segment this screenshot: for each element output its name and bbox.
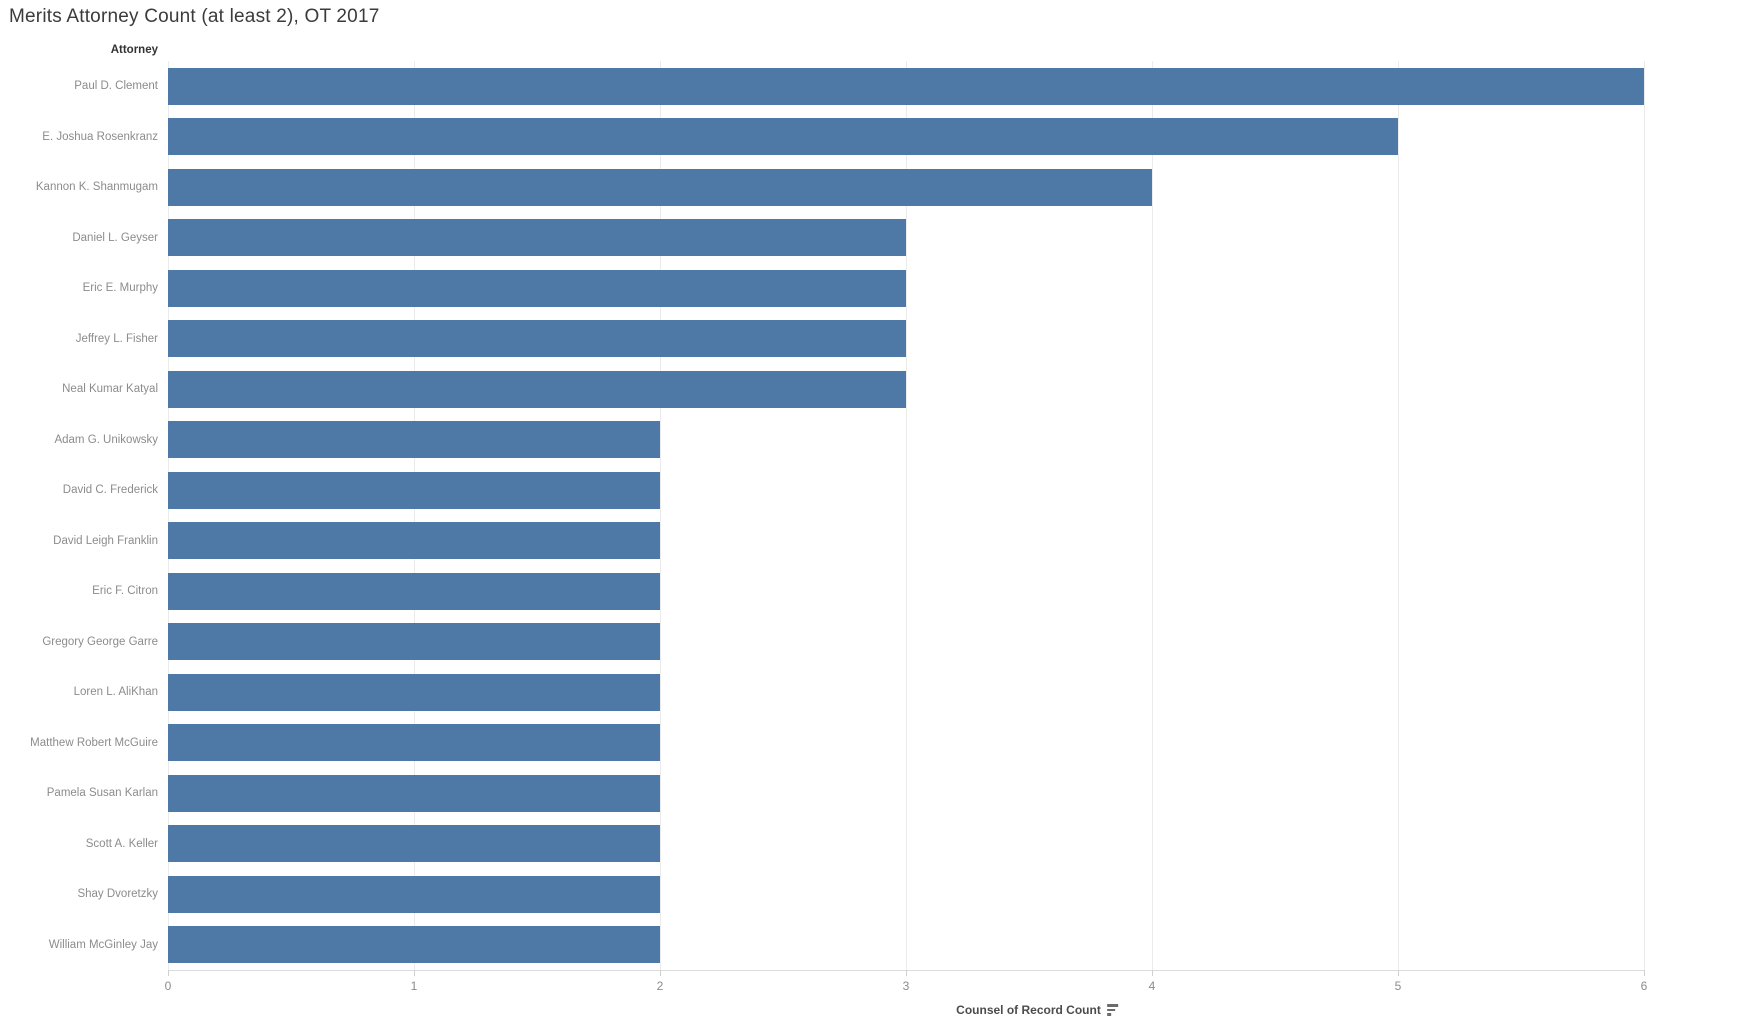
row-header-attorney: Attorney: [110, 44, 158, 56]
count-bar[interactable]: [168, 118, 1398, 156]
attorney-label[interactable]: Neal Kumar Katyal: [62, 383, 158, 396]
bar-row: Paul D. Clement: [0, 61, 1757, 112]
count-bar[interactable]: [168, 774, 660, 812]
gridline: [906, 61, 907, 970]
bar-row: Gregory George Garre: [0, 617, 1757, 668]
tick-mark: [168, 970, 169, 976]
gridline: [1152, 61, 1153, 970]
bar-row: Jeffrey L. Fisher: [0, 314, 1757, 365]
bar-row: Matthew Robert McGuire: [0, 718, 1757, 769]
count-bar[interactable]: [168, 623, 660, 661]
gridline: [414, 61, 415, 970]
attorney-label[interactable]: Pamela Susan Karlan: [46, 787, 158, 800]
tick-mark: [1152, 970, 1153, 976]
tick-mark: [906, 970, 907, 976]
sort-descending-icon[interactable]: [1106, 1004, 1118, 1016]
bar-row: Pamela Susan Karlan: [0, 768, 1757, 819]
x-axis-title[interactable]: Counsel of Record Count: [956, 1003, 1118, 1017]
bar-row: Daniel L. Geyser: [0, 213, 1757, 264]
count-bar[interactable]: [168, 522, 660, 560]
count-bar[interactable]: [168, 572, 660, 610]
count-bar[interactable]: [168, 370, 906, 408]
bar-row: E. Joshua Rosenkranz: [0, 112, 1757, 163]
bar-row: David Leigh Franklin: [0, 516, 1757, 567]
bar-row: David C. Frederick: [0, 465, 1757, 516]
tick-label: 2: [656, 979, 664, 993]
tick-label: 4: [1148, 979, 1156, 993]
attorney-label[interactable]: Eric E. Murphy: [82, 282, 158, 295]
attorney-label[interactable]: E. Joshua Rosenkranz: [42, 130, 158, 143]
attorney-label[interactable]: Shay Dvoretzky: [77, 888, 158, 901]
tick-label: 5: [1394, 979, 1402, 993]
attorney-label[interactable]: David Leigh Franklin: [53, 534, 158, 547]
count-bar[interactable]: [168, 421, 660, 459]
count-bar[interactable]: [168, 320, 906, 358]
attorney-label[interactable]: Eric F. Citron: [92, 585, 158, 598]
attorney-label[interactable]: Paul D. Clement: [74, 80, 158, 93]
attorney-label[interactable]: Jeffrey L. Fisher: [75, 332, 158, 345]
attorney-label[interactable]: Scott A. Keller: [85, 837, 158, 850]
tick-mark: [660, 970, 661, 976]
x-axis-title-label: Counsel of Record Count: [956, 1003, 1101, 1017]
count-bar[interactable]: [168, 471, 660, 509]
count-bar[interactable]: [168, 219, 906, 257]
bar-rows: Paul D. Clement E. Joshua Rosenkranz Kanno…: [0, 61, 1757, 970]
gridline: [168, 61, 169, 970]
count-bar[interactable]: [168, 926, 660, 964]
bar-row: Kannon K. Shanmugam: [0, 162, 1757, 213]
tick-label: 1: [410, 979, 418, 993]
tick-label: 3: [902, 979, 910, 993]
count-bar[interactable]: [168, 168, 1152, 206]
attorney-label[interactable]: Adam G. Unikowsky: [54, 433, 158, 446]
count-bar[interactable]: [168, 875, 660, 913]
gridline: [1644, 61, 1645, 970]
attorney-label[interactable]: Loren L. AliKhan: [73, 686, 158, 699]
gridline: [1398, 61, 1399, 970]
attorney-label[interactable]: William McGinley Jay: [48, 938, 158, 951]
bar-row: Shay Dvoretzky: [0, 869, 1757, 920]
gridline: [660, 61, 661, 970]
attorney-label[interactable]: Daniel L. Geyser: [72, 231, 158, 244]
bar-row: William McGinley Jay: [0, 920, 1757, 971]
count-bar[interactable]: [168, 825, 660, 863]
attorney-label[interactable]: Kannon K. Shanmugam: [35, 181, 158, 194]
attorney-label[interactable]: David C. Frederick: [62, 484, 158, 497]
tick-mark: [1644, 970, 1645, 976]
bar-row: Adam G. Unikowsky: [0, 415, 1757, 466]
count-bar[interactable]: [168, 724, 660, 762]
tick-mark: [414, 970, 415, 976]
chart-title: Merits Attorney Count (at least 2), OT 2…: [9, 6, 380, 27]
tick-label: 0: [164, 979, 172, 993]
attorney-label[interactable]: Gregory George Garre: [42, 635, 158, 648]
bar-row: Loren L. AliKhan: [0, 667, 1757, 718]
bar-row: Eric F. Citron: [0, 566, 1757, 617]
bar-row: Scott A. Keller: [0, 819, 1757, 870]
tick-label: 6: [1640, 979, 1648, 993]
gridlines: [0, 61, 1757, 970]
count-bar[interactable]: [168, 269, 906, 307]
tick-mark: [1398, 970, 1399, 976]
attorney-label[interactable]: Matthew Robert McGuire: [30, 736, 158, 749]
count-bar[interactable]: [168, 673, 660, 711]
count-bar[interactable]: [168, 67, 1644, 105]
bar-row: Neal Kumar Katyal: [0, 364, 1757, 415]
bar-row: Eric E. Murphy: [0, 263, 1757, 314]
